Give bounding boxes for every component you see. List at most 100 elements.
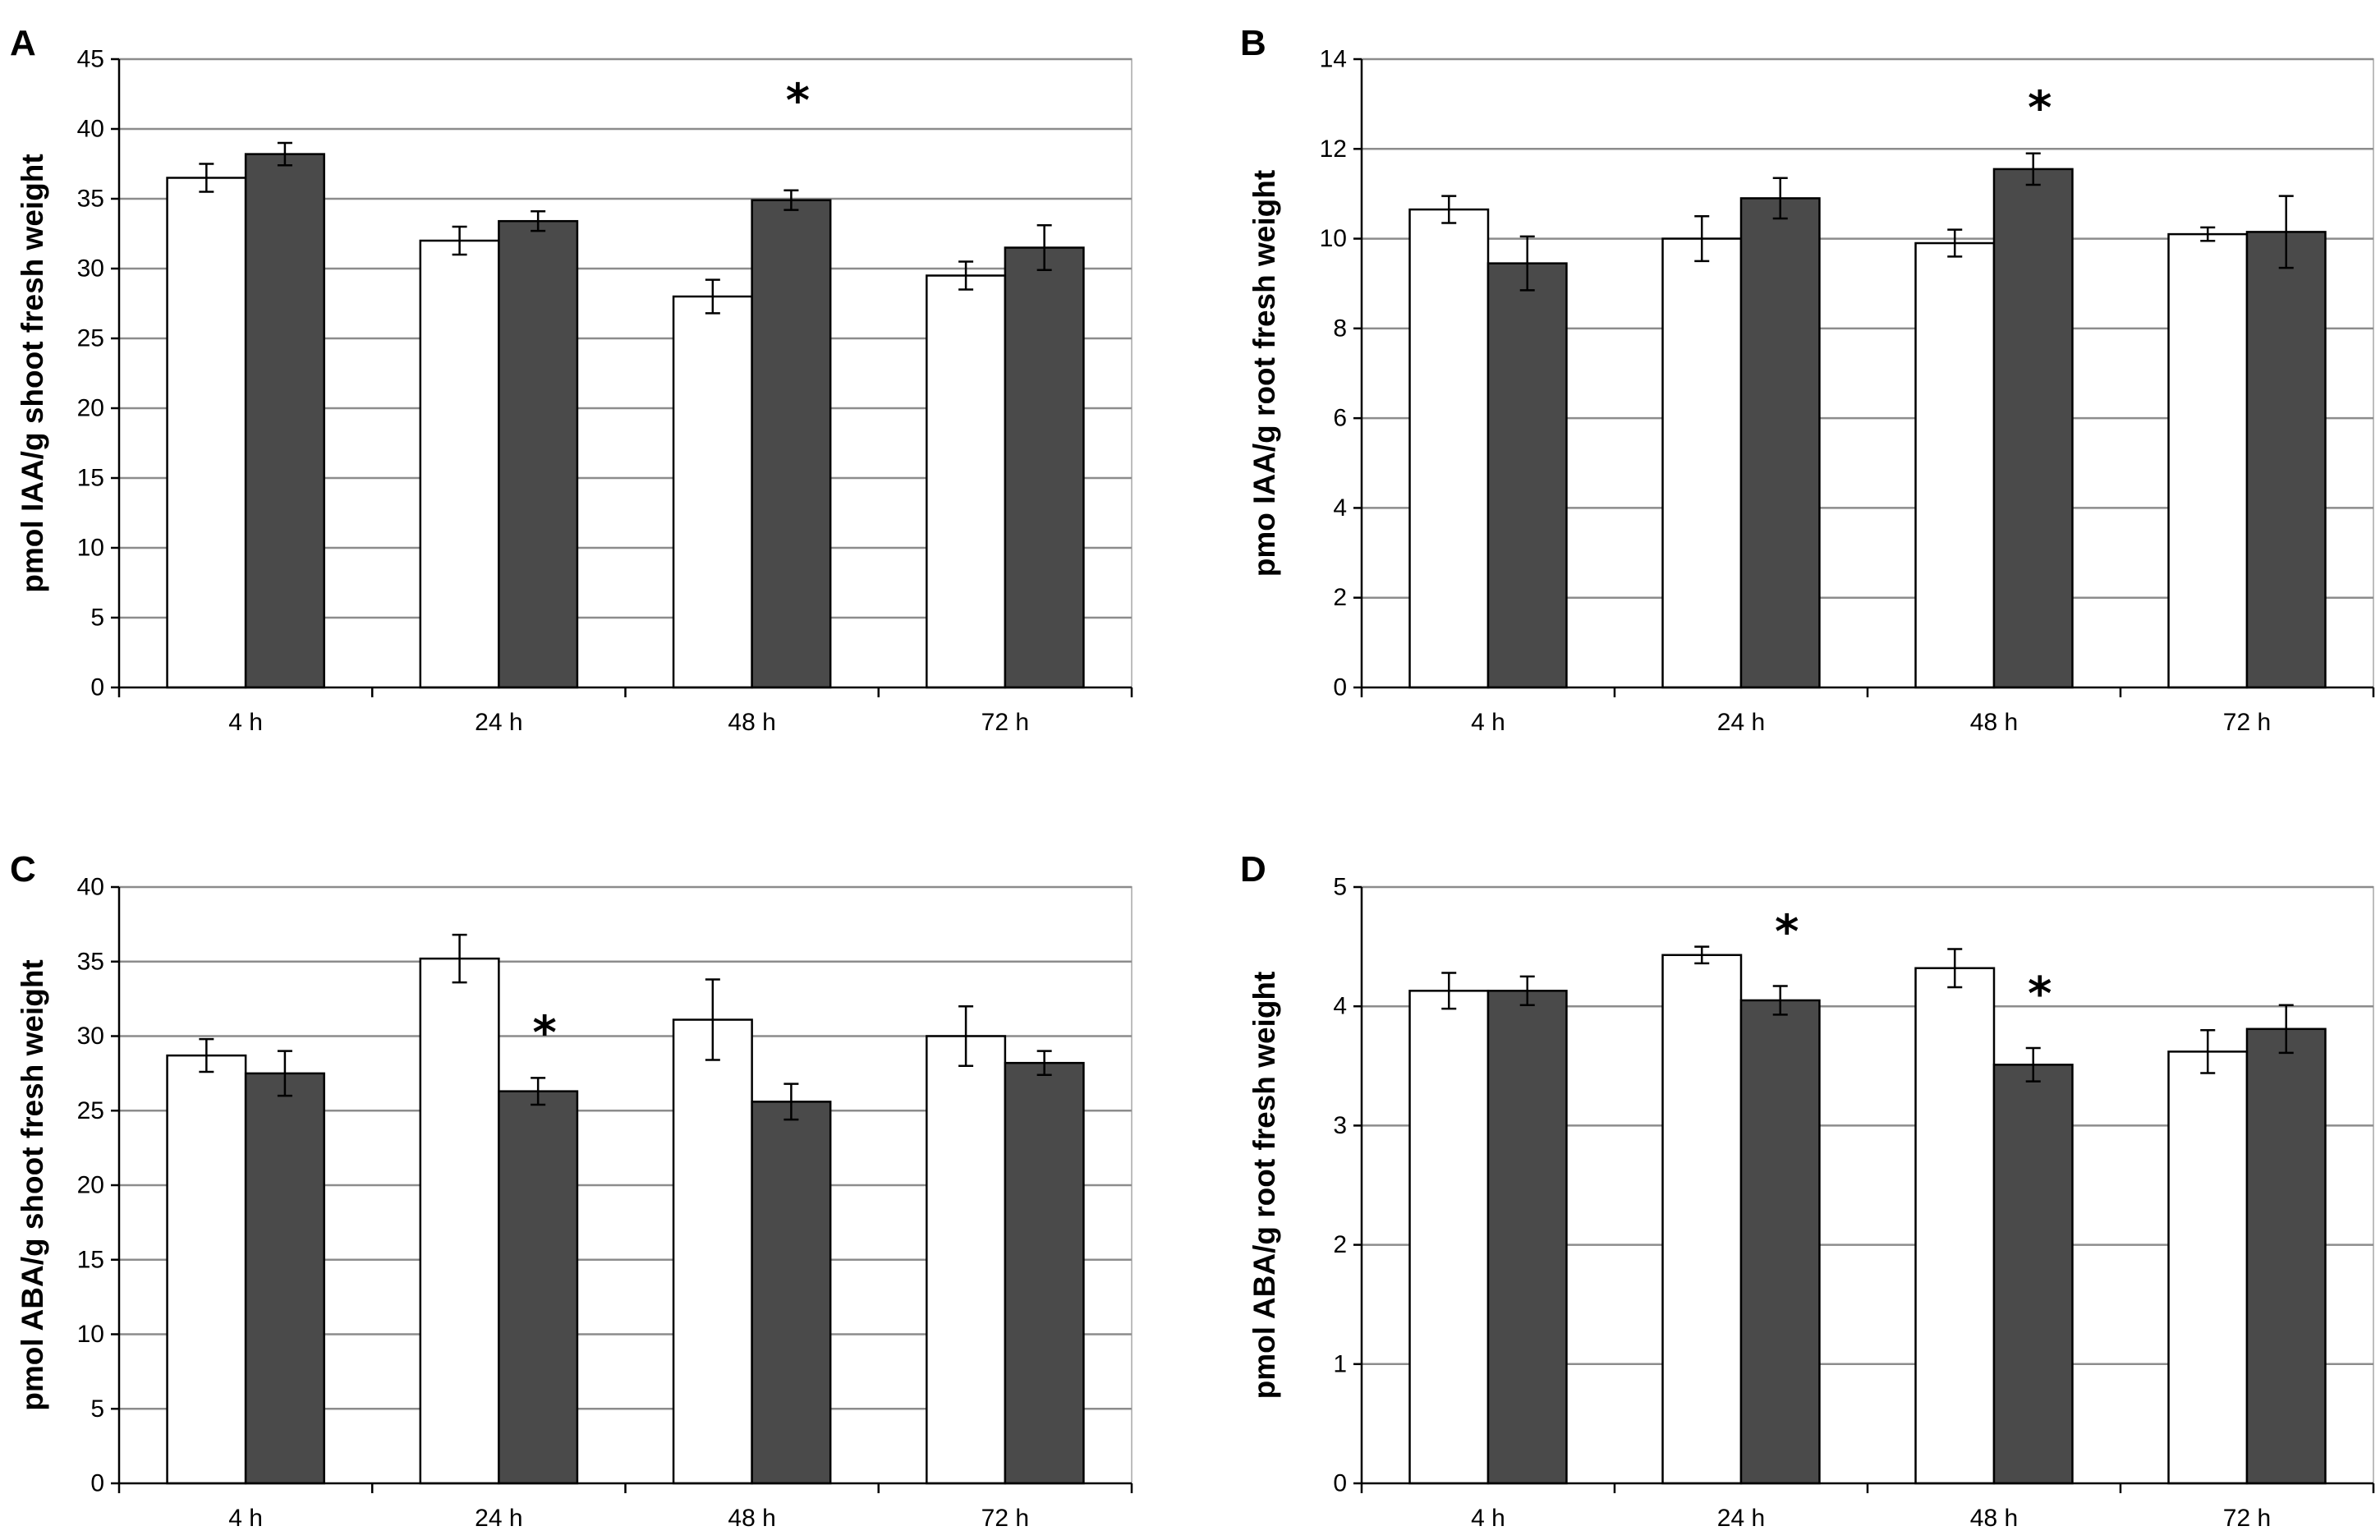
bar-control-48h (1914, 241, 1996, 689)
bar-control-24h (419, 239, 500, 689)
x-tick-label: 24 h (475, 1505, 522, 1532)
error-bar-treated-4h (277, 1050, 292, 1097)
bar-treated-48h (1992, 168, 2074, 689)
bar-treated-72h (2245, 1027, 2327, 1485)
y-tick-label: 10 (1320, 225, 1347, 252)
error-bar-treated-72h (2278, 1004, 2294, 1055)
y-tick-label: 30 (77, 1023, 104, 1050)
bar-control-24h (1661, 237, 1743, 689)
error-bar-control-4h (1441, 972, 1457, 1010)
y-tick-label: 1 (1333, 1350, 1347, 1377)
y-tick-label: 20 (77, 395, 104, 422)
error-bar-control-24h (1694, 945, 1710, 965)
x-tick-label: 4 h (1471, 709, 1505, 736)
bar-treated-4h (244, 1072, 325, 1485)
significance-star: * (533, 1006, 557, 1060)
bar-control-4h (1408, 208, 1490, 689)
x-tick-label: 72 h (981, 709, 1029, 736)
bar-treated-24h (498, 219, 579, 689)
error-bar-treated-4h (1519, 235, 1535, 292)
y-tick-label: 15 (77, 1246, 104, 1273)
x-tick-label: 24 h (1717, 709, 1765, 736)
error-bar-control-24h (452, 933, 467, 984)
bar-control-72h (926, 1035, 1007, 1485)
y-axis-label: pmol ABA/g shoot fresh weight (16, 959, 49, 1411)
panel-letter: D (1240, 849, 1266, 890)
bar-treated-4h (1486, 990, 1568, 1485)
y-tick-label: 0 (1333, 1470, 1347, 1497)
error-bar-control-48h (1947, 948, 1963, 989)
significance-star: * (2028, 968, 2051, 1021)
bar-control-4h (166, 177, 247, 689)
y-tick-label: 35 (77, 948, 104, 975)
x-tick-label: 48 h (728, 709, 775, 736)
error-bar-control-4h (199, 163, 214, 193)
bar-control-48h (672, 295, 753, 689)
bar-treated-72h (1004, 1061, 1085, 1485)
y-axis-label: pmo IAA/g root fresh weight (1247, 170, 1281, 577)
error-bar-treated-72h (2278, 195, 2294, 269)
error-bar-control-24h (452, 225, 467, 256)
bar-treated-4h (244, 153, 325, 689)
bar-treated-24h (1739, 999, 1821, 1485)
y-tick-label: 40 (77, 116, 104, 143)
y-tick-label: 2 (1333, 1231, 1347, 1258)
y-tick-label: 6 (1333, 405, 1347, 432)
panel-letter: B (1240, 23, 1266, 63)
x-tick-label: 48 h (728, 1505, 775, 1532)
error-bar-control-72h (958, 1004, 974, 1068)
panel-d: D 4 h 24 h 48 h 72 h 0 1 2 3 4 5 pmol ABA/g root fr… (1240, 849, 2375, 1532)
bar-treated-24h (498, 1090, 579, 1485)
error-bar-treated-4h (1519, 975, 1535, 1006)
bar-control-72h (2167, 1050, 2249, 1485)
x-tick-label: 24 h (475, 709, 522, 736)
bar-treated-72h (2245, 231, 2327, 689)
bar-treated-72h (1004, 246, 1085, 689)
y-tick-label: 5 (90, 605, 104, 632)
y-tick-label: 0 (90, 674, 104, 701)
x-tick-label: 4 h (228, 1505, 263, 1532)
bar-control-72h (2167, 232, 2249, 689)
x-tick-label: 4 h (228, 709, 263, 736)
bar-control-24h (1661, 954, 1743, 1485)
error-bar-treated-48h (783, 189, 799, 211)
error-bar-treated-24h (1772, 177, 1788, 220)
bar-control-24h (419, 957, 500, 1485)
significance-star: * (2028, 82, 2051, 136)
error-bar-treated-48h (2025, 1046, 2041, 1083)
y-tick-label: 30 (77, 255, 104, 283)
significance-star: * (786, 75, 810, 128)
bar-treated-48h (751, 199, 832, 689)
y-tick-label: 5 (90, 1395, 104, 1423)
y-tick-label: 20 (77, 1172, 104, 1199)
y-tick-label: 14 (1320, 46, 1347, 73)
bar-control-48h (672, 1018, 753, 1485)
error-bar-treated-72h (1036, 1050, 1052, 1076)
bar-control-4h (1408, 990, 1490, 1485)
y-tick-label: 15 (77, 465, 104, 492)
bar-control-48h (1914, 967, 1996, 1485)
x-tick-label: 72 h (981, 1505, 1029, 1532)
y-tick-label: 25 (77, 325, 104, 352)
y-tick-label: 40 (77, 874, 104, 901)
y-tick-label: 35 (77, 186, 104, 213)
y-tick-label: 4 (1333, 993, 1347, 1020)
x-tick-label: 4 h (1471, 1505, 1505, 1532)
significance-star: * (1775, 906, 1799, 959)
y-tick-label: 2 (1333, 584, 1347, 611)
error-bar-control-4h (1441, 195, 1457, 224)
y-tick-label: 45 (77, 46, 104, 73)
y-tick-label: 25 (77, 1097, 104, 1124)
error-bar-control-72h (2200, 226, 2216, 242)
bar-treated-4h (1486, 262, 1568, 689)
error-bar-treated-48h (783, 1083, 799, 1121)
error-bar-treated-24h (531, 210, 546, 232)
error-bar-treated-24h (1772, 985, 1788, 1016)
bar-control-4h (166, 1054, 247, 1485)
error-bar-treated-24h (531, 1077, 546, 1106)
y-tick-label: 0 (90, 1470, 104, 1497)
x-tick-label: 48 h (1970, 1505, 2018, 1532)
panel-letter: C (10, 849, 36, 890)
error-bar-treated-48h (2025, 152, 2041, 186)
